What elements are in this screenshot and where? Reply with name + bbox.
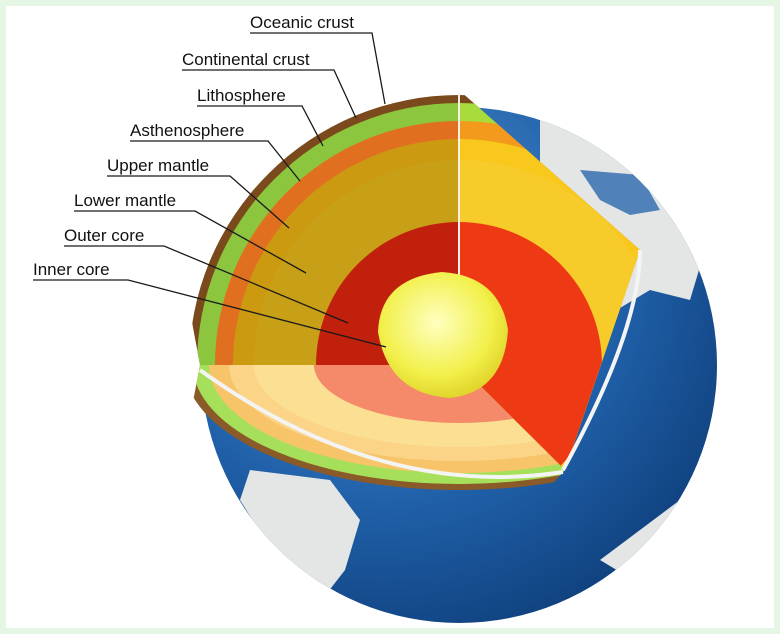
leader-outer-core (64, 245, 349, 324)
label-inner-core: Inner core (33, 260, 110, 279)
leader-inner-core (33, 279, 387, 348)
label-upper-mantle: Upper mantle (107, 156, 209, 175)
label-asthenosphere: Asthenosphere (130, 121, 244, 140)
label-lithosphere: Lithosphere (197, 86, 286, 105)
label-oceanic-crust: Oceanic crust (250, 13, 354, 32)
leader-asthenosphere (130, 140, 301, 182)
leader-oceanic-crust (250, 32, 386, 105)
label-outer-core: Outer core (64, 226, 144, 245)
cutaway (184, 93, 642, 490)
leader-lithosphere (197, 105, 324, 147)
leader-lines (33, 32, 387, 348)
inner-core (378, 272, 508, 398)
leader-continental-crust (182, 69, 357, 119)
leader-upper-mantle (107, 175, 290, 229)
continent-south-america (240, 470, 360, 615)
ocean-highlight (580, 170, 660, 215)
layer-labels: Oceanic crust Continental crust Lithosph… (33, 13, 354, 279)
cut-edge-rim (198, 368, 564, 479)
label-lower-mantle: Lower mantle (74, 191, 176, 210)
label-continental-crust: Continental crust (182, 50, 310, 69)
cut-edge-right (561, 249, 642, 471)
cutaway-left-face (189, 95, 459, 365)
leader-lower-mantle (74, 210, 307, 274)
